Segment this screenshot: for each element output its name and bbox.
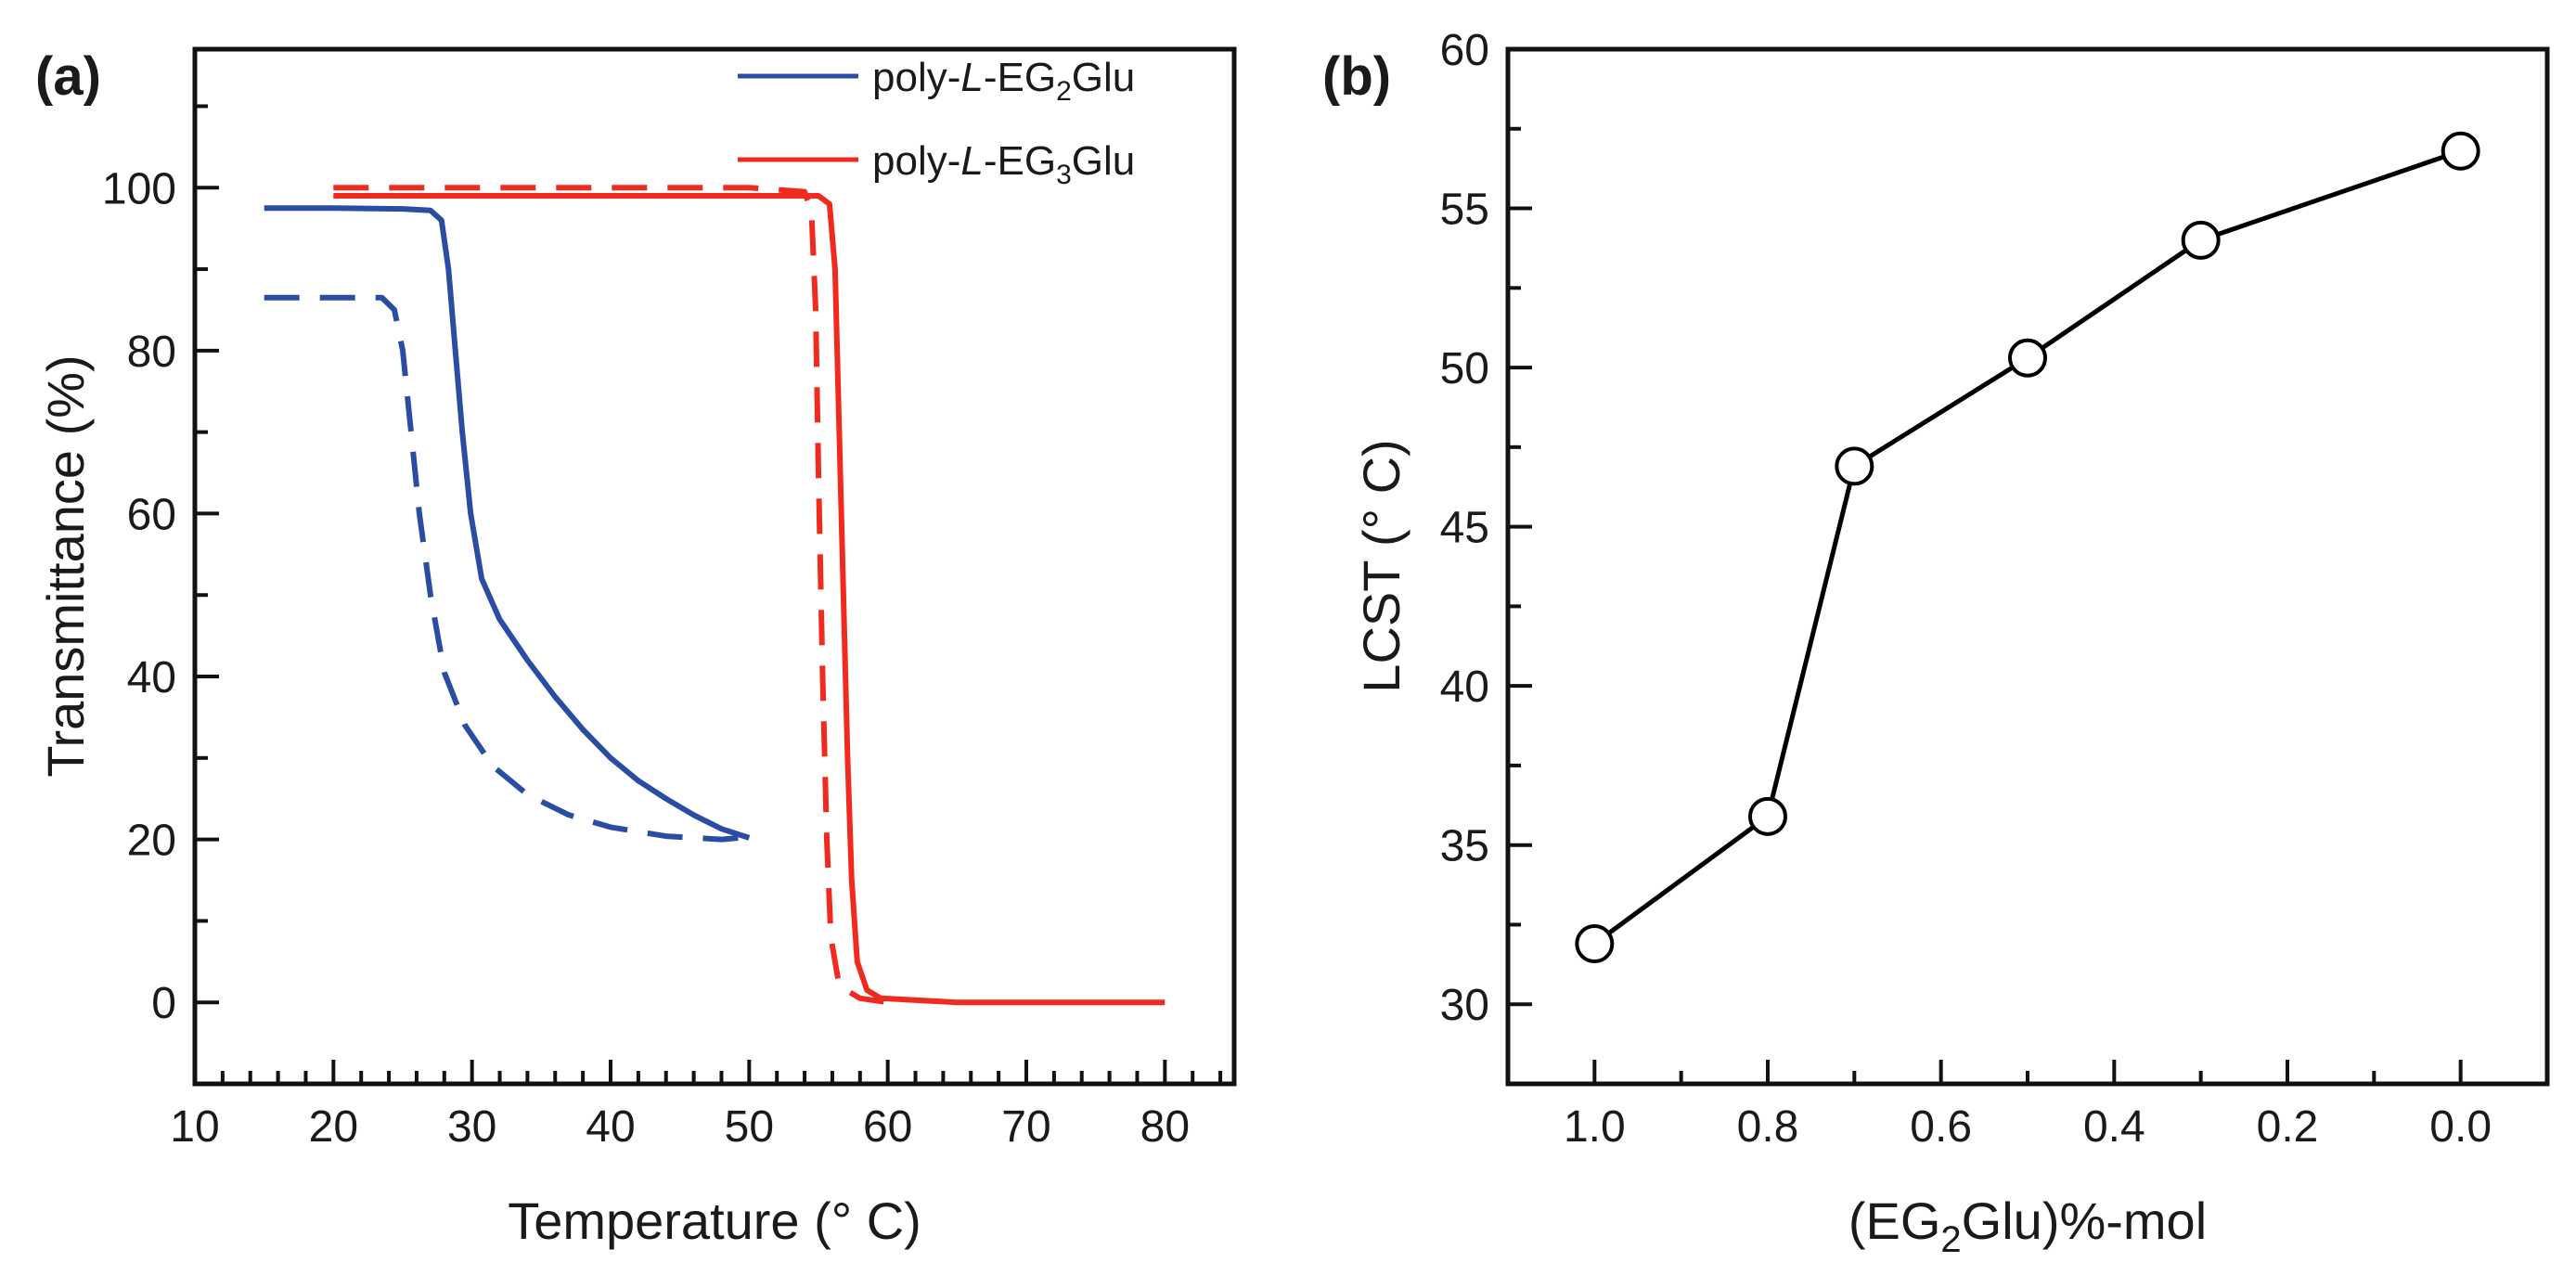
panel-b-x-axis-title: (EG2Glu)%-mol [1848, 1191, 2207, 1260]
panel-a-x-tick-label: 10 [170, 1102, 219, 1152]
panel-a-plot-frame [192, 46, 1237, 1087]
panel-b-y-tick-label: 50 [1440, 344, 1489, 393]
panel-b-y-tick-label: 35 [1440, 822, 1489, 871]
panel-b-data-point [2441, 131, 2480, 171]
panel-b-x-tick-label: 0.6 [1910, 1102, 1972, 1152]
panel-b-y-tick-label: 45 [1440, 504, 1489, 553]
panel-b-data-point [1835, 446, 1874, 486]
panel-b-ticks: 1.0 0.8 0.6 0.4 0.2 0.0 30 35 40 45 50 55 60 [1440, 26, 2492, 1152]
panel-b-y-tick-label: 55 [1440, 186, 1489, 235]
panel-b-x-tick-label: 0.0 [2429, 1102, 2492, 1152]
panel-b-x-tick-label: 1.0 [1564, 1102, 1626, 1152]
panel-a-x-axis-title: Temperature (° C) [508, 1191, 921, 1250]
panel-a-x-tick-label: 20 [309, 1102, 358, 1152]
panel-b-label: (b) [1322, 46, 1391, 107]
panel-b-data-point [2008, 338, 2047, 378]
panel-b-data-point [1748, 796, 1787, 836]
panel-a-series [264, 185, 1166, 1006]
panel-a-series-line-1 [264, 205, 751, 841]
panel-a-y-axis-title: Transmittance (%) [36, 354, 95, 777]
panel-b-y-tick-label: 60 [1440, 26, 1489, 75]
panel-b-y-tick-label: 30 [1440, 981, 1489, 1030]
panel-a-y-tick-label: 80 [127, 328, 176, 377]
panel-a-x-tick-label: 80 [1140, 1102, 1190, 1152]
panel-a-ticks: 10 20 30 40 50 60 70 80 0 20 40 60 80 100 [102, 104, 1223, 1152]
panel-a-x-tick-label: 50 [725, 1102, 774, 1152]
panel-a-legend: poly-L-EG2Glu poly-L-EG3Glu [738, 55, 1135, 190]
panel-a-label: (a) [35, 46, 101, 107]
panel-b-x-tick-label: 0.8 [1737, 1102, 1799, 1152]
panel-b-data-point [1575, 924, 1615, 964]
legend-label-eg2: poly-L-EG2Glu [872, 55, 1135, 107]
panel-b-x-tick-label: 0.4 [2083, 1102, 2145, 1152]
panel-b-data-point [2181, 220, 2221, 260]
panel-a-y-tick-label: 0 [151, 979, 176, 1028]
panel-b-series [1575, 131, 2480, 964]
panel-a-x-tick-label: 40 [586, 1102, 635, 1152]
panel-a-y-tick-label: 100 [102, 164, 176, 213]
panel-b-x-tick-label: 0.2 [2257, 1102, 2319, 1152]
panel-a-y-tick-label: 20 [127, 817, 176, 866]
panel-a-y-tick-label: 40 [127, 653, 176, 702]
panel-b-lcst-chart: (b) 1.0 0.8 0.6 0.4 0.2 0.0 30 35 40 45 50 55 60 (EG… [1322, 26, 2550, 1260]
panel-b-y-tick-label: 40 [1440, 663, 1489, 712]
panel-a-y-tick-label: 60 [127, 490, 176, 539]
panel-b-y-axis-title: LCST (° C) [1352, 439, 1410, 692]
panel-a-series-line-4 [333, 185, 889, 1006]
panel-a-transmittance-chart: (a) 10 20 30 40 50 60 70 80 0 20 40 60 80 100 poly-L-… [35, 46, 1237, 1250]
panel-a-series-line-3 [333, 193, 1166, 1006]
legend-label-eg3: poly-L-EG3Glu [872, 138, 1135, 190]
panel-b-plot-frame [1505, 46, 2550, 1087]
panel-b-lcst-line [1592, 148, 2462, 947]
panel-a-x-tick-label: 60 [863, 1102, 912, 1152]
panel-a-x-tick-label: 70 [1001, 1102, 1050, 1152]
panel-a-series-line-2 [264, 294, 750, 843]
panel-a-x-tick-label: 30 [447, 1102, 496, 1152]
